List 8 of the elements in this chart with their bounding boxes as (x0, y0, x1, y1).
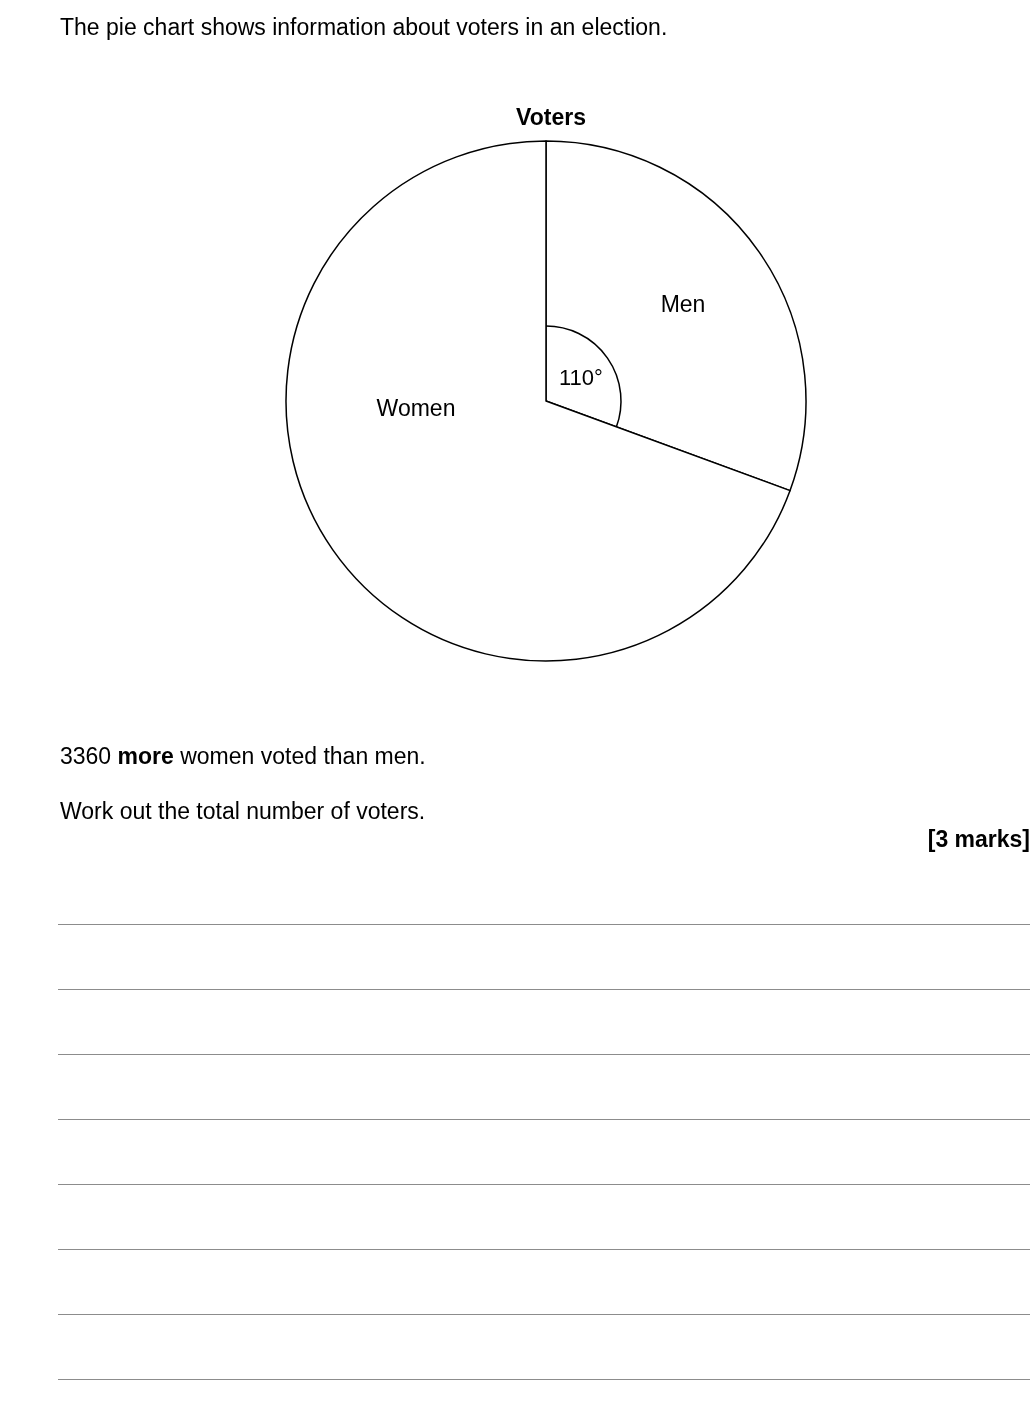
chart-subtitle: The pie chart shows information about voters in an election. (60, 14, 668, 41)
text: 110° (558, 364, 603, 390)
slice-label: Men (660, 291, 706, 317)
chart-title: Voters (516, 103, 586, 130)
text: 3360 more women voted than men. (60, 743, 426, 770)
text: [3 marks] (927, 826, 1030, 853)
text: Work out the total number of voters. (60, 798, 426, 825)
slice-label: Women (376, 395, 456, 421)
